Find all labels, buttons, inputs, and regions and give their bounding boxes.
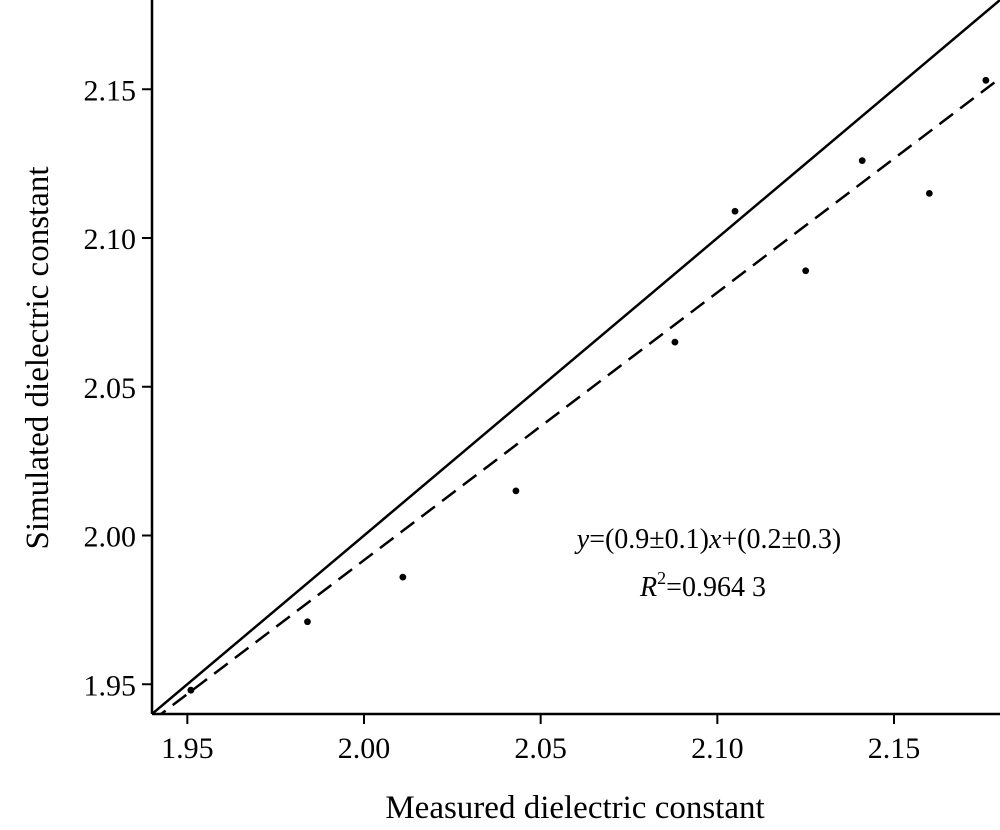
- y-tick-label: 2.15: [84, 74, 137, 107]
- data-point: [802, 267, 810, 275]
- x-tick-label: 2.00: [338, 732, 391, 765]
- y-tick-label: 2.05: [84, 372, 137, 405]
- x-axis-ticks: 1.95 2.00 2.05 2.10 2.15: [161, 714, 920, 765]
- y-axis-ticks: 1.95 2.00 2.05 2.10 2.15: [84, 74, 152, 702]
- data-points: [187, 76, 990, 694]
- y-tick-label: 2.10: [84, 223, 137, 256]
- y-tick-label: 1.95: [84, 669, 137, 702]
- fit-lines: [152, 0, 1000, 714]
- x-tick-label: 2.15: [868, 732, 921, 765]
- y-axis-title: Simulated dielectric constant: [20, 166, 56, 549]
- data-point: [925, 189, 933, 197]
- r-squared-label: R2=0.964 3: [639, 568, 766, 603]
- data-point: [858, 157, 866, 165]
- data-point: [399, 573, 407, 581]
- y-tick-label: 2.00: [84, 521, 137, 554]
- data-point: [304, 618, 311, 626]
- x-tick-label: 2.10: [691, 732, 744, 765]
- data-point: [982, 76, 990, 84]
- x-axis-title: Measured dielectric constant: [385, 790, 764, 826]
- reference-line-solid: [152, 0, 1000, 714]
- regression-equation: y=(0.9±0.1)x+(0.2±0.3): [574, 524, 842, 555]
- data-point: [187, 686, 195, 694]
- data-point: [512, 487, 520, 495]
- data-point: [671, 338, 679, 346]
- data-point: [731, 207, 739, 215]
- fit-line-dashed: [158, 77, 1000, 714]
- x-tick-label: 1.95: [161, 732, 214, 765]
- x-tick-label: 2.05: [514, 732, 567, 765]
